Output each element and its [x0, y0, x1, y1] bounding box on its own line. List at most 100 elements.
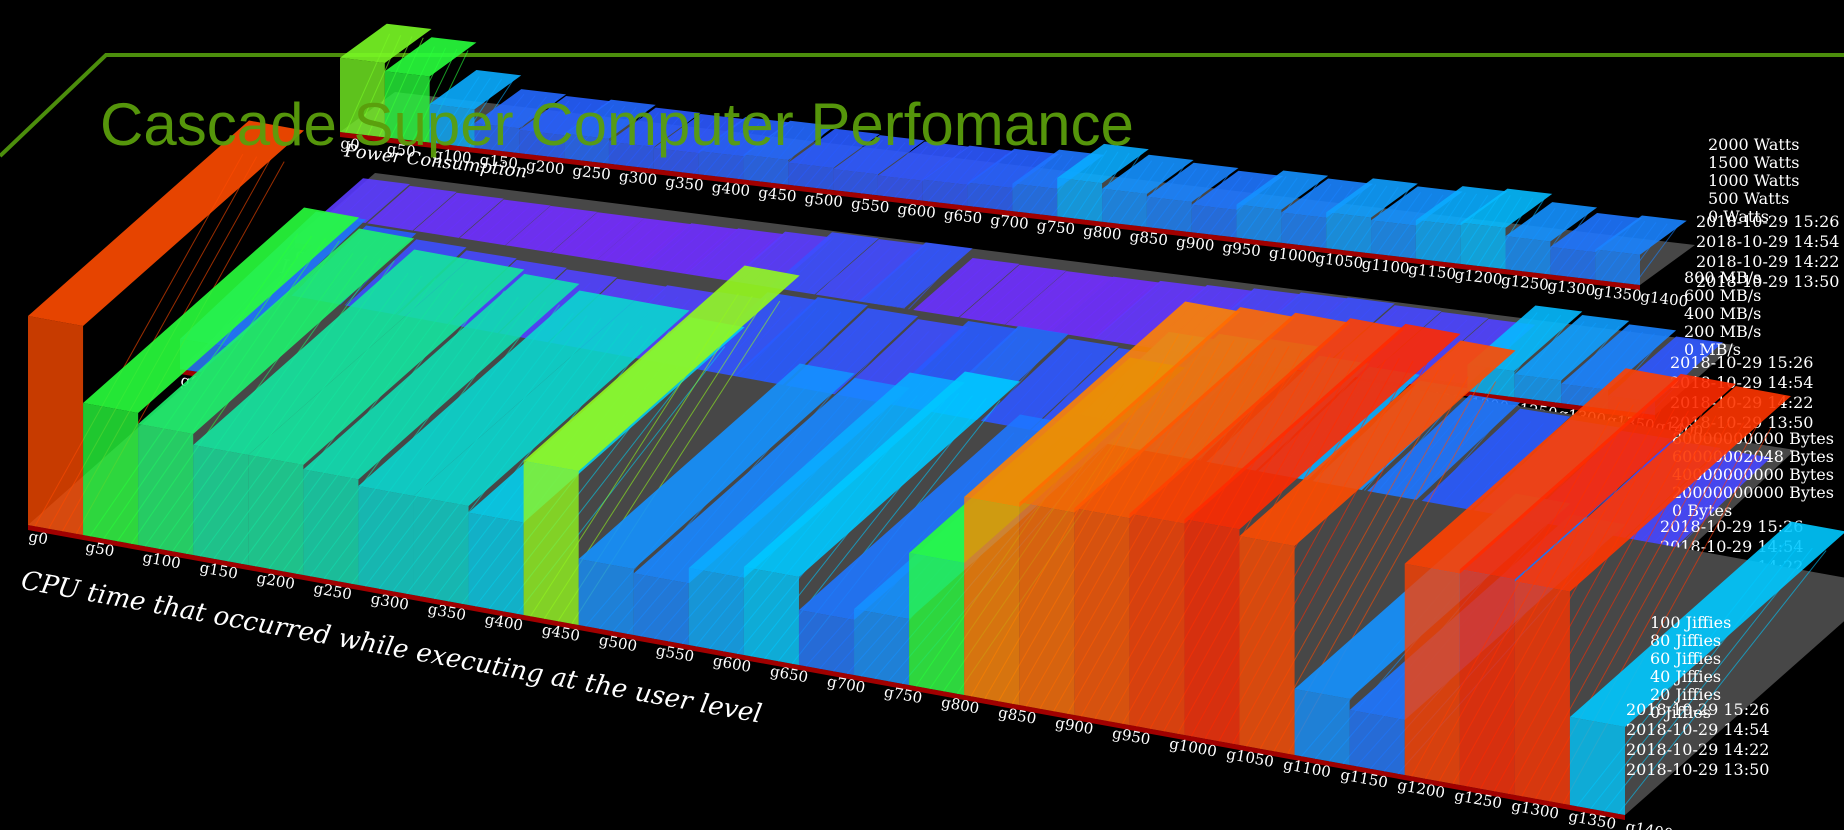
bar: [922, 179, 968, 206]
bar-streak: [580, 105, 626, 161]
bar: [1184, 519, 1240, 745]
panel-front-edge: [340, 132, 1640, 290]
bar-top: [358, 290, 635, 496]
value-tick-label: 800 MB/s: [1684, 268, 1761, 287]
x-tick-label: g850: [1129, 227, 1169, 249]
bar-streak: [457, 78, 503, 147]
x-tick-label: g1250: [1500, 271, 1550, 294]
bar-top: [922, 145, 1015, 185]
value-tick-label: 20000000000 Bytes: [1672, 483, 1834, 502]
bar-streak: [1566, 330, 1632, 405]
x-tick-label: g100: [432, 145, 472, 167]
bar-top: [1561, 324, 1677, 390]
x-tick-label: g800: [1082, 222, 1122, 244]
bar-top: [564, 99, 656, 139]
bar-streak: [860, 142, 906, 194]
time-tick-label: 2018-10-29 15:26: [1670, 353, 1813, 372]
bar-streak: [1484, 313, 1550, 394]
bar-streak: [905, 148, 951, 199]
bar-streak: [1576, 542, 1786, 807]
x-tick-label: g650: [943, 205, 983, 227]
bar-streak: [980, 271, 1046, 331]
bar-streak: [968, 270, 1034, 329]
bar-top: [578, 363, 855, 569]
bar-top: [1102, 154, 1194, 194]
value-tick-label: 2000 Watts: [1708, 135, 1799, 154]
bar-streak: [894, 147, 940, 198]
bar-streak: [524, 100, 570, 155]
bar-streak: [1421, 192, 1466, 260]
bar: [474, 123, 520, 154]
bar-top: [1239, 340, 1516, 546]
bar: [1550, 246, 1596, 280]
bar-streak: [1208, 177, 1253, 235]
bar: [743, 567, 799, 665]
x-tick-label: g750: [1036, 216, 1076, 238]
bar-top: [877, 141, 970, 181]
bar-streak: [715, 123, 760, 177]
bar-top: [1236, 170, 1329, 210]
bar-streak: [838, 139, 884, 192]
bar-streak: [490, 95, 536, 151]
bar-top: [1459, 373, 1736, 580]
x-tick-label: g700: [990, 211, 1030, 233]
bar: [248, 455, 304, 575]
bar-streak: [502, 96, 547, 152]
bar-streak: [345, 33, 391, 133]
x-tick-label: g500: [804, 189, 844, 211]
bar-top: [1281, 178, 1373, 218]
x-tick-label: g450: [757, 183, 797, 205]
bar-top: [83, 207, 360, 413]
bar-streak: [1465, 195, 1511, 265]
bar-top: [964, 301, 1241, 507]
bar-top: [810, 239, 926, 305]
bar-top: [384, 37, 477, 77]
bar-top: [193, 249, 470, 455]
bar-streak: [401, 47, 447, 140]
bar-streak: [759, 126, 805, 182]
bar-streak: [1073, 151, 1119, 219]
bar-streak: [1015, 276, 1081, 335]
bar: [688, 568, 744, 655]
bars: [28, 120, 1844, 815]
x-tick-label: g350: [665, 172, 705, 194]
x-tick-label: g1350: [1567, 807, 1617, 830]
bar-streak: [863, 247, 928, 316]
bar-top: [1326, 178, 1418, 218]
bar-streak: [412, 48, 458, 141]
bar-streak: [1603, 547, 1813, 812]
bar-top: [1184, 323, 1461, 530]
value-tick-label: 60 Jiffies: [1650, 649, 1721, 668]
x-tick-label: g1100: [1361, 254, 1411, 277]
value-tick-label: 40 Jiffies: [1650, 667, 1721, 686]
bar-streak: [1152, 168, 1197, 228]
bar-streak: [530, 293, 739, 617]
bar: [1074, 508, 1130, 725]
bar-top: [1514, 386, 1791, 592]
bar-top: [904, 257, 1020, 324]
time-tick-label: 2018-10-29 13:50: [1696, 272, 1839, 291]
bar-top: [1045, 276, 1161, 343]
value-tick-label: 0 Watts: [1708, 207, 1769, 226]
bar-streak: [479, 93, 525, 149]
bar-top: [413, 300, 690, 506]
bar-top: [474, 89, 567, 129]
bar-streak: [1027, 278, 1093, 337]
bar-streak: [1611, 222, 1657, 283]
bars: [340, 23, 1687, 285]
x-tick-label: g0: [340, 134, 361, 154]
bar: [964, 497, 1020, 705]
time-tick-label: 2018-10-29 14:22: [1696, 252, 1839, 271]
x-tick-label: g1300: [1547, 276, 1597, 299]
bar-streak: [771, 128, 816, 184]
bar-streak: [535, 101, 581, 156]
bar-streak: [748, 125, 794, 181]
bar-top: [998, 271, 1114, 337]
bar-streak: [1622, 223, 1668, 284]
bar-streak: [1121, 288, 1186, 348]
bar: [413, 496, 469, 605]
bar-streak: [1590, 545, 1799, 810]
bar-streak: [950, 152, 996, 205]
